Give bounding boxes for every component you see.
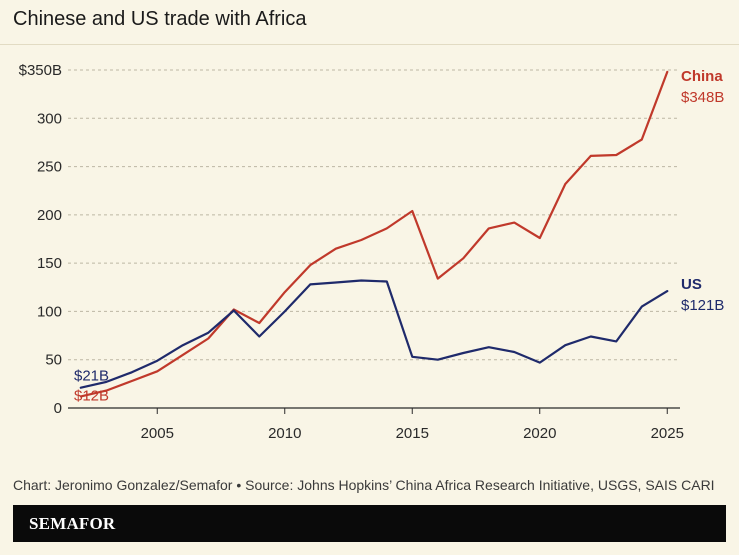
x-tick-label: 2025 bbox=[651, 425, 684, 442]
y-tick-label: 200 bbox=[37, 207, 62, 224]
series-start-value-us: $21B bbox=[74, 368, 109, 385]
series-line-us bbox=[79, 279, 669, 389]
series-line-china bbox=[79, 70, 669, 398]
y-tick-label: 250 bbox=[37, 159, 62, 176]
series-start-value-china: $12B bbox=[74, 387, 109, 404]
x-tick-label: 2005 bbox=[141, 425, 174, 442]
series-end-value-us: $121B bbox=[681, 297, 724, 314]
y-tick-label: 300 bbox=[37, 110, 62, 127]
x-tick-label: 2020 bbox=[523, 425, 556, 442]
title-bar: Chinese and US trade with Africa bbox=[0, 0, 739, 45]
axes: 0 50 100 150 200 250 300 $350B 2005 2010 2015 2020 2… bbox=[19, 62, 684, 442]
chart-title: Chinese and US trade with Africa bbox=[13, 8, 307, 30]
x-tick-label: 2015 bbox=[396, 425, 429, 442]
brand-bar: SEMAFOR bbox=[13, 505, 726, 542]
series-lines bbox=[79, 70, 669, 398]
series-name-china: China bbox=[681, 68, 723, 85]
source-note: Chart: Jeronimo Gonzalez/Semafor • Sourc… bbox=[13, 477, 715, 493]
series-name-us: US bbox=[681, 276, 702, 293]
y-tick-label: 0 bbox=[54, 400, 62, 417]
gridlines bbox=[68, 69, 680, 361]
y-tick-label: $350B bbox=[19, 62, 62, 79]
y-tick-label: 50 bbox=[45, 352, 62, 369]
y-tick-label: 100 bbox=[37, 303, 62, 320]
y-tick-label: 150 bbox=[37, 255, 62, 272]
brand-logo: SEMAFOR bbox=[29, 514, 116, 533]
x-tick-label: 2010 bbox=[268, 425, 301, 442]
series-labels: China $348B $12B US $121B $21B bbox=[74, 68, 724, 404]
line-chart: 0 50 100 150 200 250 300 $350B 2005 2010 2015 2020 2… bbox=[19, 62, 725, 442]
series-end-value-china: $348B bbox=[681, 89, 724, 106]
